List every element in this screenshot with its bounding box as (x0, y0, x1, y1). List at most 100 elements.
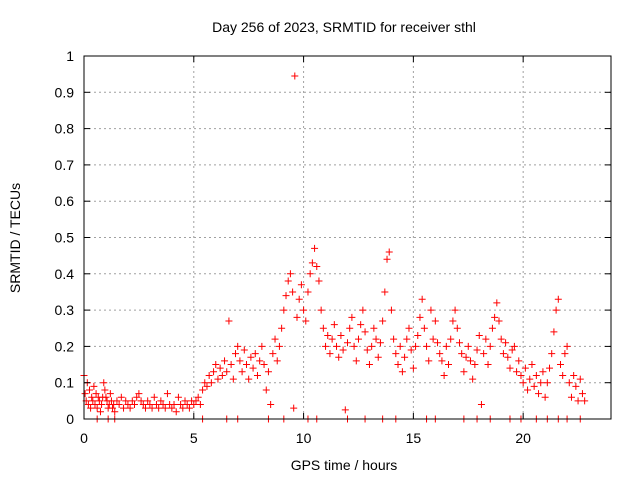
data-point (379, 317, 387, 325)
data-points (80, 72, 589, 423)
data-point (344, 339, 351, 347)
data-point (192, 397, 200, 405)
x-tick-label: 10 (296, 430, 312, 446)
data-point (423, 342, 431, 350)
data-point (565, 379, 573, 387)
data-point (462, 353, 470, 361)
data-point (85, 386, 93, 394)
data-point (218, 371, 226, 379)
data-point (286, 270, 294, 278)
data-point (508, 346, 516, 354)
data-point (559, 371, 567, 379)
data-point (473, 346, 481, 354)
data-point (563, 342, 571, 350)
data-point (122, 397, 130, 405)
data-point (179, 404, 187, 412)
data-point (157, 397, 165, 405)
data-point (194, 393, 202, 401)
data-point (324, 332, 332, 340)
data-point (405, 324, 413, 332)
data-point (319, 324, 327, 332)
data-point (333, 342, 341, 350)
data-point (249, 364, 257, 372)
data-point (289, 288, 297, 296)
data-point (499, 350, 507, 358)
data-point (295, 295, 303, 303)
data-point (440, 371, 448, 379)
data-point (436, 350, 444, 358)
data-point (260, 361, 268, 369)
chart-title: Day 256 of 2023, SRMTID for receiver sth… (212, 19, 476, 35)
data-point (491, 313, 499, 321)
data-point (429, 335, 437, 343)
data-point (278, 324, 286, 332)
data-point (81, 390, 89, 398)
data-point (311, 244, 319, 252)
data-point (416, 313, 424, 321)
data-point (256, 357, 264, 365)
x-tick-label: 15 (406, 430, 422, 446)
data-point (381, 288, 389, 296)
data-point (258, 342, 266, 350)
data-point (190, 400, 198, 408)
data-point (181, 397, 189, 405)
data-point (101, 386, 109, 394)
data-point (111, 408, 119, 416)
data-point (576, 375, 584, 383)
data-point (581, 397, 589, 405)
data-point (348, 313, 356, 321)
data-point (431, 317, 439, 325)
data-point (506, 364, 514, 372)
data-point (238, 368, 246, 376)
data-point (221, 357, 229, 365)
data-point (322, 342, 330, 350)
grid-lines (84, 56, 611, 419)
data-point (515, 357, 523, 365)
data-point (495, 317, 503, 325)
data-point (148, 404, 156, 412)
data-point (530, 382, 538, 390)
data-point (434, 339, 442, 347)
data-point (409, 364, 417, 372)
data-point (93, 404, 101, 412)
data-point (88, 393, 96, 401)
data-point (528, 361, 536, 369)
data-point (453, 324, 461, 332)
y-axis-label: SRMTID / TECUs (7, 183, 23, 293)
data-point (87, 404, 95, 412)
data-point (372, 335, 380, 343)
data-point (170, 400, 178, 408)
x-tick-label: 5 (190, 430, 198, 446)
data-point (427, 306, 435, 314)
data-point (546, 364, 554, 372)
data-point (290, 404, 298, 412)
data-point (163, 390, 171, 398)
y-tick-label: 0.3 (55, 302, 75, 318)
data-point (236, 357, 244, 365)
data-point (205, 371, 213, 379)
data-point (556, 361, 564, 369)
data-point (425, 357, 433, 365)
data-point (306, 270, 314, 278)
data-point (401, 353, 409, 361)
data-point (328, 335, 336, 343)
y-tick-label: 0.8 (55, 121, 75, 137)
data-point (141, 404, 149, 412)
data-point (354, 335, 362, 343)
data-point (447, 335, 455, 343)
data-point (326, 350, 334, 358)
data-point (475, 332, 483, 340)
data-point (264, 368, 272, 376)
data-point (227, 361, 235, 369)
data-point (403, 335, 411, 343)
data-point (317, 306, 325, 314)
data-point (225, 317, 233, 325)
data-point (517, 371, 525, 379)
data-point (96, 408, 104, 416)
data-point (210, 368, 218, 376)
data-point (480, 350, 488, 358)
data-point (271, 335, 279, 343)
data-point (133, 393, 141, 401)
data-point (477, 400, 485, 408)
